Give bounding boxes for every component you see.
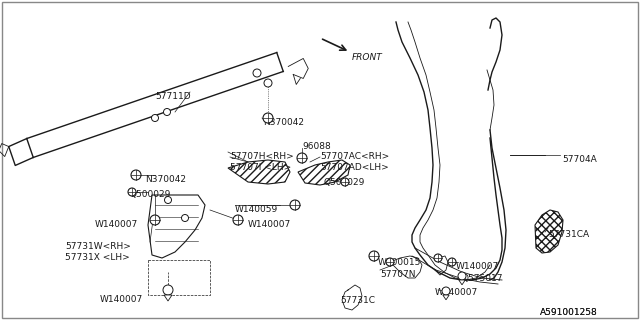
Text: W300015: W300015 — [378, 258, 421, 267]
Polygon shape — [164, 295, 172, 301]
Text: 57707N: 57707N — [380, 270, 415, 279]
Text: 57731W<RH>: 57731W<RH> — [65, 242, 131, 251]
Circle shape — [182, 214, 189, 221]
Circle shape — [386, 258, 394, 266]
Text: 57704A: 57704A — [562, 155, 596, 164]
Text: W140059: W140059 — [235, 205, 278, 214]
Circle shape — [442, 287, 450, 295]
Text: 57707I <LH>: 57707I <LH> — [230, 163, 291, 172]
Text: A591001258: A591001258 — [540, 308, 598, 317]
Text: W140007: W140007 — [456, 262, 499, 271]
Circle shape — [341, 178, 349, 186]
Text: A591001258: A591001258 — [540, 308, 598, 317]
Text: W140007: W140007 — [100, 295, 143, 304]
Circle shape — [369, 251, 379, 261]
Text: N370042: N370042 — [145, 175, 186, 184]
Circle shape — [150, 215, 160, 225]
Circle shape — [297, 153, 307, 163]
Circle shape — [458, 272, 466, 280]
Text: W140007: W140007 — [248, 220, 291, 229]
Text: 57731CA: 57731CA — [548, 230, 589, 239]
Circle shape — [152, 115, 159, 122]
Text: FRONT: FRONT — [352, 53, 383, 62]
Circle shape — [434, 254, 442, 262]
Text: 57731C: 57731C — [340, 296, 375, 305]
Polygon shape — [459, 280, 465, 285]
Circle shape — [163, 108, 170, 116]
Text: N370042: N370042 — [263, 118, 304, 127]
Circle shape — [253, 69, 261, 77]
Text: 96088: 96088 — [302, 142, 331, 151]
Circle shape — [264, 79, 272, 87]
Text: 57707H<RH>: 57707H<RH> — [230, 152, 294, 161]
Text: 57711D: 57711D — [155, 92, 191, 101]
Circle shape — [290, 200, 300, 210]
Circle shape — [163, 285, 173, 295]
Polygon shape — [443, 295, 449, 300]
Circle shape — [131, 170, 141, 180]
Circle shape — [263, 113, 273, 123]
Circle shape — [448, 258, 456, 266]
Circle shape — [164, 196, 172, 204]
Circle shape — [128, 188, 136, 196]
Text: 57731X <LH>: 57731X <LH> — [65, 253, 130, 262]
Text: W140007: W140007 — [435, 288, 478, 297]
Text: 57707AC<RH>: 57707AC<RH> — [320, 152, 389, 161]
Text: Q575017: Q575017 — [462, 274, 504, 283]
Text: Q500029: Q500029 — [323, 178, 364, 187]
Text: Q500029: Q500029 — [130, 190, 172, 199]
Text: 57707AD<LH>: 57707AD<LH> — [320, 163, 388, 172]
Text: W140007: W140007 — [95, 220, 138, 229]
Circle shape — [233, 215, 243, 225]
